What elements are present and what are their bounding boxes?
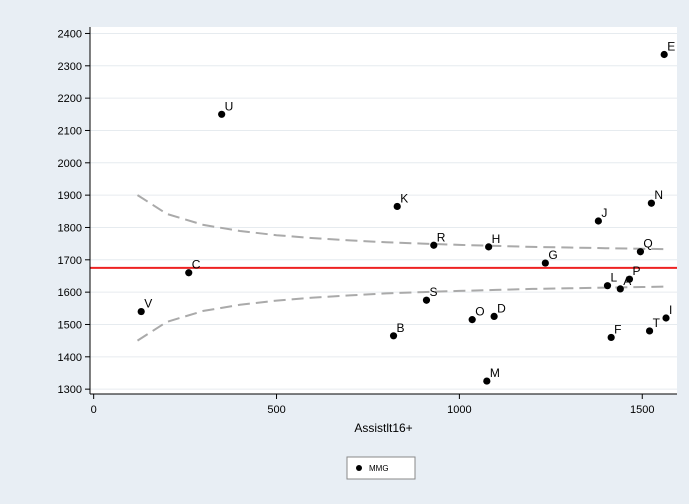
data-point-i	[662, 314, 670, 322]
y-tick-label: 2000	[58, 158, 82, 170]
y-tick-label: 1600	[58, 287, 82, 299]
grid-lines	[90, 32, 677, 390]
data-point-u	[218, 110, 226, 118]
data-point-l	[603, 282, 612, 290]
data-label-c: C	[192, 258, 201, 272]
y-tick-label: 2400	[58, 28, 82, 40]
data-point-s	[422, 296, 431, 304]
data-point-k	[393, 202, 401, 211]
data-label-g: G	[548, 248, 557, 262]
legend: MMG	[346, 456, 416, 480]
x-tick-label: 1500	[630, 404, 654, 416]
axes: 1300 1400 1500 1600 1700 1800 1900 2000 2100 2200…	[58, 27, 677, 416]
data-label-n: N	[654, 188, 663, 202]
upper-limit-line	[136, 194, 665, 251]
data-label-t: T	[653, 316, 661, 330]
data-point-d	[490, 312, 498, 320]
plot-area	[90, 27, 677, 394]
legend-box	[346, 456, 416, 480]
data-label-r: R	[437, 230, 446, 244]
y-tick-label: 2100	[58, 125, 82, 137]
data-label-b: B	[397, 321, 405, 335]
data-point-v	[137, 307, 145, 316]
data-point-t	[645, 327, 654, 335]
data-label-e: E	[667, 39, 675, 53]
data-point-e	[660, 50, 668, 59]
x-tick-label: 0	[91, 404, 97, 416]
data-points: E U K N J R H Q G C PL A S V D I O T B F M	[137, 39, 675, 385]
data-point-o	[468, 316, 476, 324]
data-label-m: M	[490, 366, 500, 380]
data-label-i: I	[669, 303, 672, 317]
data-point-a	[616, 285, 624, 293]
y-tick-label: 2200	[58, 93, 82, 105]
control-limit-lines	[136, 194, 665, 342]
data-point-b	[389, 332, 398, 340]
data-label-p: P	[632, 264, 640, 278]
data-label-k: K	[400, 191, 408, 205]
data-label-l: L	[611, 271, 618, 285]
data-point-m	[483, 377, 491, 385]
y-tick-label: 2300	[58, 61, 82, 73]
data-label-h: H	[492, 232, 501, 246]
data-point-j	[594, 217, 602, 225]
data-point-h	[485, 243, 493, 251]
legend-label-mmg: MMG	[369, 464, 389, 473]
lower-limit-line	[136, 285, 665, 342]
y-tick-label: 1900	[58, 190, 82, 202]
data-point-f	[607, 333, 615, 342]
data-label-d: D	[497, 301, 506, 315]
data-label-a: A	[623, 274, 631, 288]
data-point-p	[625, 275, 634, 283]
y-tick-label: 1400	[58, 352, 82, 364]
data-label-o: O	[475, 305, 484, 319]
data-label-s: S	[429, 285, 437, 299]
x-axis-label: Assistlt16+	[354, 421, 412, 435]
data-label-j: J	[601, 206, 607, 220]
x-tick-label: 1000	[447, 404, 471, 416]
data-point-q	[636, 248, 645, 256]
x-tick-label: 500	[267, 404, 285, 416]
y-tick-label: 1500	[58, 319, 82, 331]
data-point-g	[541, 259, 549, 267]
y-tick-label: 1800	[58, 222, 82, 234]
data-label-q: Q	[643, 237, 652, 251]
data-label-f: F	[614, 322, 621, 336]
data-point-r	[430, 241, 438, 249]
data-label-v: V	[144, 297, 152, 311]
y-tick-label: 1700	[58, 255, 82, 267]
legend-marker-mmg	[356, 465, 362, 471]
y-tick-label: 1300	[58, 384, 82, 396]
data-point-c	[185, 269, 193, 277]
data-label-u: U	[225, 99, 234, 113]
data-point-n	[647, 199, 655, 207]
